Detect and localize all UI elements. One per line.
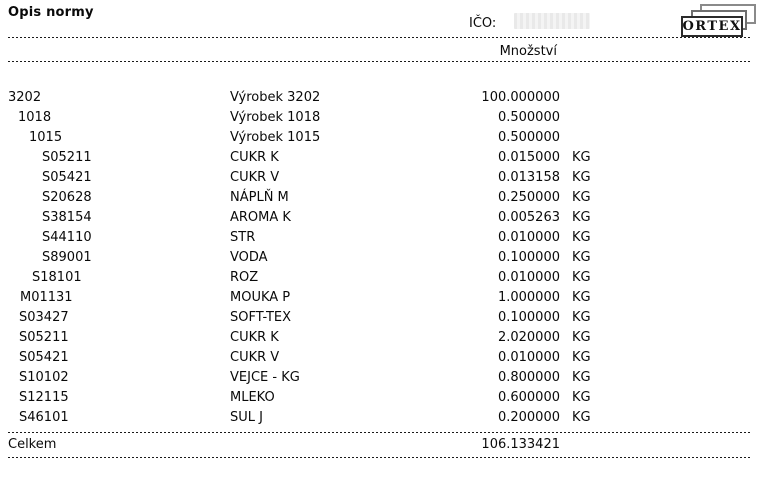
table-row: S05421 CUKR V 0.013158 KG [0,168,767,188]
item-unit: KG [572,310,591,325]
item-unit: KG [572,350,591,365]
item-name: STR [230,230,256,245]
item-code: S38154 [42,210,92,225]
item-quantity: 0.600000 [497,390,560,405]
item-name: MOUKA P [230,290,291,305]
table-row: M01131 MOUKA P 1.000000 KG [0,288,767,308]
item-code: S89001 [42,250,92,265]
item-name: SOFT-TEX [230,310,292,325]
item-name: CUKR K [230,150,279,165]
item-code: S46101 [19,410,69,425]
item-quantity: 0.100000 [497,310,560,325]
norm-table: 3202 Výrobek 3202 100.000000 1018 Výrobe… [0,88,767,428]
item-code: S12115 [19,390,69,405]
total-value: 106.133421 [481,437,560,452]
item-name: Výrobek 1015 [230,130,321,145]
item-quantity: 0.500000 [497,130,560,145]
quantity-column-header: Množství [499,44,557,59]
ico-value-redacted [514,13,590,29]
table-row: S44110 STR 0.010000 KG [0,228,767,248]
item-code: S20628 [42,190,92,205]
table-row: S20628 NÁPLŇ M 0.250000 KG [0,188,767,208]
item-unit: KG [572,270,591,285]
item-name: SUL J [230,410,263,425]
item-code: 1018 [18,110,52,125]
item-name: CUKR V [230,350,280,365]
item-unit: KG [572,150,591,165]
item-quantity: 0.005263 [497,210,560,225]
item-unit: KG [572,290,591,305]
ortex-logo: ORTEX [675,0,765,40]
page-title: Opis normy [8,5,94,20]
item-unit: KG [572,370,591,385]
item-quantity: 2.020000 [497,330,560,345]
logo-front-card: ORTEX [681,16,743,37]
table-row: S46101 SUL J 0.200000 KG [0,408,767,428]
item-code: S10102 [19,370,69,385]
item-quantity: 0.250000 [497,190,560,205]
table-row: S03427 SOFT-TEX 0.100000 KG [0,308,767,328]
item-quantity: 0.013158 [497,170,560,185]
item-quantity: 0.010000 [497,270,560,285]
ico-label: IČO: [469,16,497,31]
item-unit: KG [572,170,591,185]
item-quantity: 0.100000 [497,250,560,265]
table-row: S05211 CUKR K 2.020000 KG [0,328,767,348]
item-code: 1015 [29,130,63,145]
item-code: M01131 [20,290,73,305]
item-unit: KG [572,330,591,345]
item-code: S18101 [32,270,82,285]
item-unit: KG [572,190,591,205]
item-quantity: 0.500000 [497,110,560,125]
item-unit: KG [572,250,591,265]
item-code: S03427 [19,310,69,325]
table-row: S38154 AROMA K 0.005263 KG [0,208,767,228]
item-name: Výrobek 3202 [230,90,321,105]
table-row: 1015 Výrobek 1015 0.500000 [0,128,767,148]
item-code: S05211 [42,150,92,165]
divider-total-bottom [8,457,752,458]
item-name: Výrobek 1018 [230,110,321,125]
item-quantity: 1.000000 [497,290,560,305]
table-row: S10102 VEJCE - KG 0.800000 KG [0,368,767,388]
item-code: S05211 [19,330,69,345]
item-code: S05421 [42,170,92,185]
item-unit: KG [572,410,591,425]
divider-header [8,61,752,62]
table-row: S05211 CUKR K 0.015000 KG [0,148,767,168]
divider-top [8,37,752,38]
table-row: S05421 CUKR V 0.010000 KG [0,348,767,368]
total-label: Celkem [8,437,57,452]
item-quantity: 0.800000 [497,370,560,385]
divider-total-top [8,432,752,433]
table-row: S18101 ROZ 0.010000 KG [0,268,767,288]
item-quantity: 0.015000 [497,150,560,165]
item-name: MLEKO [230,390,275,405]
item-code: 3202 [8,90,42,105]
table-row: 1018 Výrobek 1018 0.500000 [0,108,767,128]
item-code: S05421 [19,350,69,365]
table-row: 3202 Výrobek 3202 100.000000 [0,88,767,108]
table-row: S12115 MLEKO 0.600000 KG [0,388,767,408]
item-code: S44110 [42,230,92,245]
table-row: S89001 VODA 0.100000 KG [0,248,767,268]
item-name: NÁPLŇ M [230,190,289,205]
item-unit: KG [572,390,591,405]
item-name: ROZ [230,270,259,285]
item-quantity: 100.000000 [481,90,560,105]
item-quantity: 0.200000 [497,410,560,425]
total-row: Celkem 106.133421 [0,435,767,455]
item-name: VODA [230,250,268,265]
item-quantity: 0.010000 [497,350,560,365]
item-name: VEJCE - KG [230,370,300,385]
item-name: CUKR K [230,330,279,345]
item-name: CUKR V [230,170,280,185]
item-unit: KG [572,210,591,225]
item-unit: KG [572,230,591,245]
item-name: AROMA K [230,210,291,225]
item-quantity: 0.010000 [497,230,560,245]
